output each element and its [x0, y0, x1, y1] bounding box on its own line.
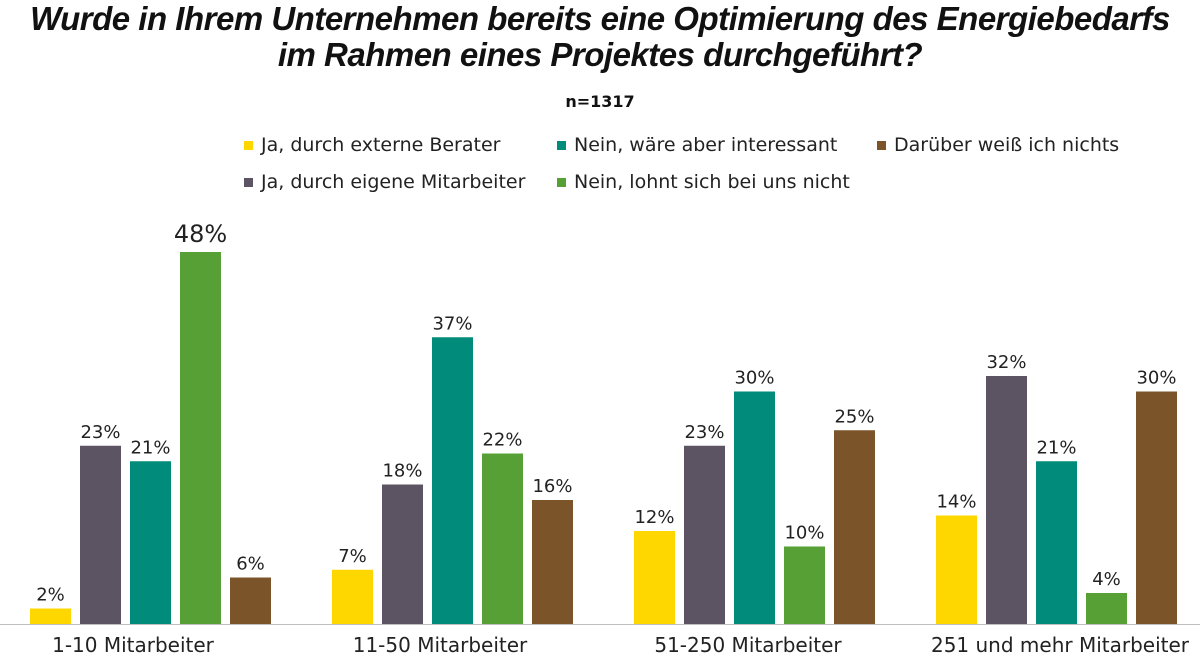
legend-item-lohnt-sich-nicht: Nein, lohnt sich bei uns nicht: [557, 171, 850, 193]
legend-item-waere-interessant: Nein, wäre aber interessant: [557, 134, 837, 156]
bar: [80, 445, 121, 624]
legend-swatch: [557, 177, 566, 187]
data-label: 12%: [634, 507, 674, 528]
chart-title-line-1: Wurde in Ihrem Unternehmen bereits eine …: [30, 0, 1170, 37]
bar: [332, 569, 373, 624]
data-label: 23%: [684, 422, 724, 443]
bar: [986, 376, 1027, 624]
data-label: 18%: [382, 461, 422, 482]
bar: [130, 461, 171, 624]
legend-swatch: [557, 140, 566, 150]
legend-label: Nein, wäre aber interessant: [574, 134, 838, 156]
bar: [432, 337, 473, 624]
bar: [532, 500, 573, 624]
data-label: 2%: [36, 585, 65, 606]
bar: [382, 484, 423, 624]
category-label: 1-10 Mitarbeiter: [52, 633, 215, 656]
data-label: 23%: [80, 422, 120, 443]
data-label: 48%: [174, 220, 227, 248]
category-label: 11-50 Mitarbeiter: [353, 633, 528, 656]
data-label: 4%: [1092, 569, 1121, 590]
legend-item-eigene-mitarbeiter: Ja, durch eigene Mitarbeiter: [244, 171, 525, 193]
legend-label: Ja, durch eigene Mitarbeiter: [261, 171, 526, 193]
data-label: 16%: [532, 476, 572, 497]
chart-subtitle: n=1317: [565, 92, 635, 111]
bar: [30, 608, 71, 624]
data-label: 30%: [734, 368, 774, 389]
data-label: 37%: [432, 313, 472, 334]
data-label: 25%: [834, 406, 874, 427]
legend-label: Ja, durch externe Berater: [261, 134, 501, 156]
legend-swatch: [244, 177, 253, 187]
data-label: 7%: [338, 546, 367, 567]
legend-swatch: [244, 140, 253, 150]
data-label: 22%: [482, 430, 522, 451]
chart-title-line-2: im Rahmen eines Projektes durchgeführt?: [277, 36, 923, 73]
bar: [482, 453, 523, 624]
legend-label: Darüber weiß ich nichts: [894, 134, 1120, 156]
bar: [684, 445, 725, 624]
data-label: 14%: [936, 492, 976, 513]
bar: [1136, 391, 1177, 624]
bar: [734, 391, 775, 624]
bar: [936, 515, 977, 624]
bar: [1036, 461, 1077, 624]
data-label: 30%: [1136, 368, 1176, 389]
bar: [834, 430, 875, 624]
bar: [634, 531, 675, 624]
data-label: 21%: [1036, 437, 1076, 458]
bar: [180, 252, 221, 624]
legend-item-externe-berater: Ja, durch externe Berater: [244, 134, 500, 156]
category-label: 251 und mehr Mitarbeiter: [931, 633, 1190, 656]
data-label: 21%: [130, 437, 170, 458]
bar: [230, 577, 271, 624]
category-label: 51-250 Mitarbeiter: [654, 633, 842, 656]
legend-swatch: [877, 140, 886, 150]
data-label: 10%: [784, 523, 824, 544]
legend-item-weiss-nichts: Darüber weiß ich nichts: [877, 134, 1119, 156]
bar: [1086, 593, 1127, 624]
data-label: 6%: [236, 554, 265, 575]
bar: [784, 546, 825, 624]
data-label: 32%: [986, 352, 1026, 373]
legend-label: Nein, lohnt sich bei uns nicht: [574, 171, 850, 193]
